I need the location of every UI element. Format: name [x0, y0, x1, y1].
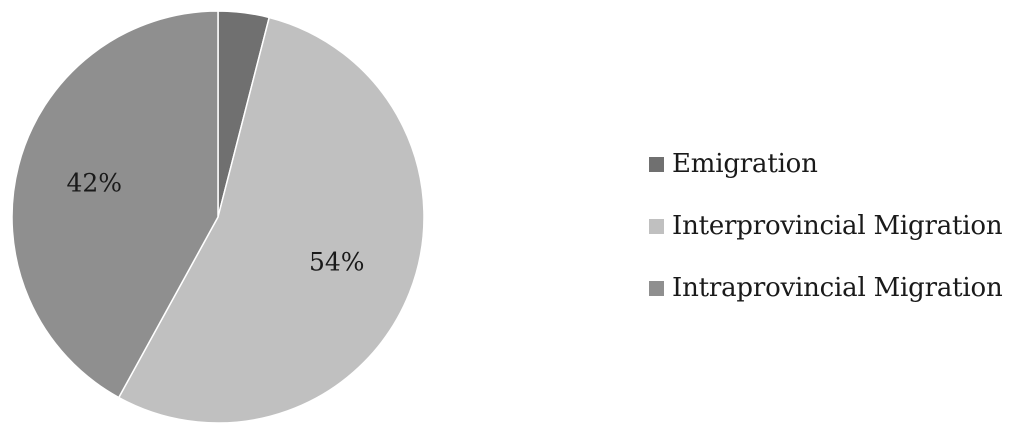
legend-label-intraprovincial-migration: Intraprovincial Migration — [672, 273, 1003, 303]
legend-label-interprovincial-migration: Interprovincial Migration — [672, 211, 1003, 241]
legend-swatch-interprovincial-migration — [649, 218, 664, 234]
data-label-interprovincial-migration: 54% — [309, 248, 365, 277]
legend-swatch-intraprovincial-migration — [649, 280, 664, 296]
data-label-intraprovincial-migration: 42% — [67, 169, 123, 198]
legend-item-interprovincial-migration: Interprovincial Migration — [649, 195, 1003, 257]
legend-item-intraprovincial-migration: Intraprovincial Migration — [649, 257, 1003, 319]
pie-plot-area: 54% 42% — [11, 10, 425, 423]
pie-slice-intraprovincial-migration — [11, 10, 219, 399]
legend-label-emigration: Emigration — [672, 149, 818, 179]
legend-item-emigration: Emigration — [649, 133, 1003, 195]
legend: Emigration Interprovincial Migration Int… — [649, 133, 1003, 319]
legend-swatch-emigration — [649, 156, 664, 172]
